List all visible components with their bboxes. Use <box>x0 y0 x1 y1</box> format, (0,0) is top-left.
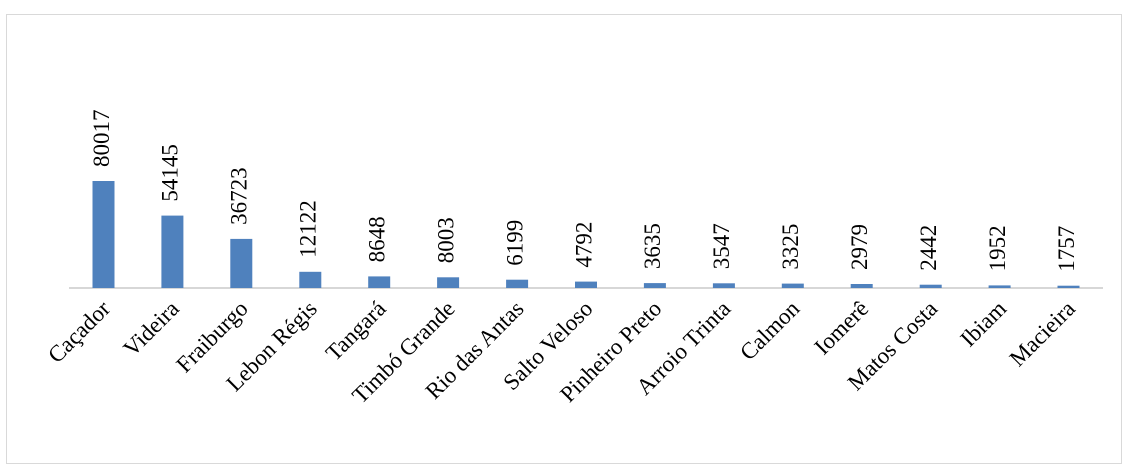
data-label: 54145 <box>158 144 183 202</box>
data-label: 3325 <box>778 224 803 270</box>
category-label: Tangará <box>321 296 391 366</box>
bar <box>368 276 391 288</box>
chart-frame: 80017 54145 36723 12122 8648 8003 6199 4792 3635… <box>6 14 1122 464</box>
category-label: Caçador <box>43 296 115 368</box>
bar <box>92 181 115 288</box>
category-label: Videira <box>118 296 183 361</box>
bar <box>161 215 184 288</box>
data-label: 8003 <box>433 217 458 263</box>
data-label: 1952 <box>985 225 1010 271</box>
bar <box>988 285 1011 288</box>
data-label: 3547 <box>709 223 734 269</box>
bars-group <box>92 181 1080 288</box>
data-label: 12122 <box>296 200 321 257</box>
data-label: 8648 <box>364 216 389 262</box>
bar <box>437 277 460 288</box>
bar-chart: 80017 54145 36723 12122 8648 8003 6199 4792 3635… <box>43 110 1103 409</box>
bar <box>850 284 873 288</box>
category-label: Ibiam <box>956 296 1012 352</box>
data-label: 1757 <box>1054 226 1079 272</box>
data-label: 80017 <box>89 110 114 168</box>
data-label: 36723 <box>227 167 252 225</box>
data-label: 3635 <box>640 223 665 269</box>
bar <box>781 283 804 288</box>
bar <box>299 271 322 288</box>
bar <box>643 283 666 288</box>
data-label: 6199 <box>502 220 527 266</box>
category-label: Iomerê <box>809 296 873 360</box>
category-label: Calmon <box>735 296 805 366</box>
bar <box>506 279 529 288</box>
bar <box>230 238 253 288</box>
category-label: Macieira <box>1005 296 1080 371</box>
bar <box>1057 285 1080 288</box>
bar <box>575 281 597 288</box>
bar <box>919 284 942 288</box>
bar <box>712 283 735 288</box>
data-label: 2979 <box>847 224 872 270</box>
data-labels-group: 80017 54145 36723 12122 8648 8003 6199 4792 3635… <box>89 110 1079 272</box>
data-label: 2442 <box>916 225 941 271</box>
data-label: 4792 <box>571 222 596 268</box>
